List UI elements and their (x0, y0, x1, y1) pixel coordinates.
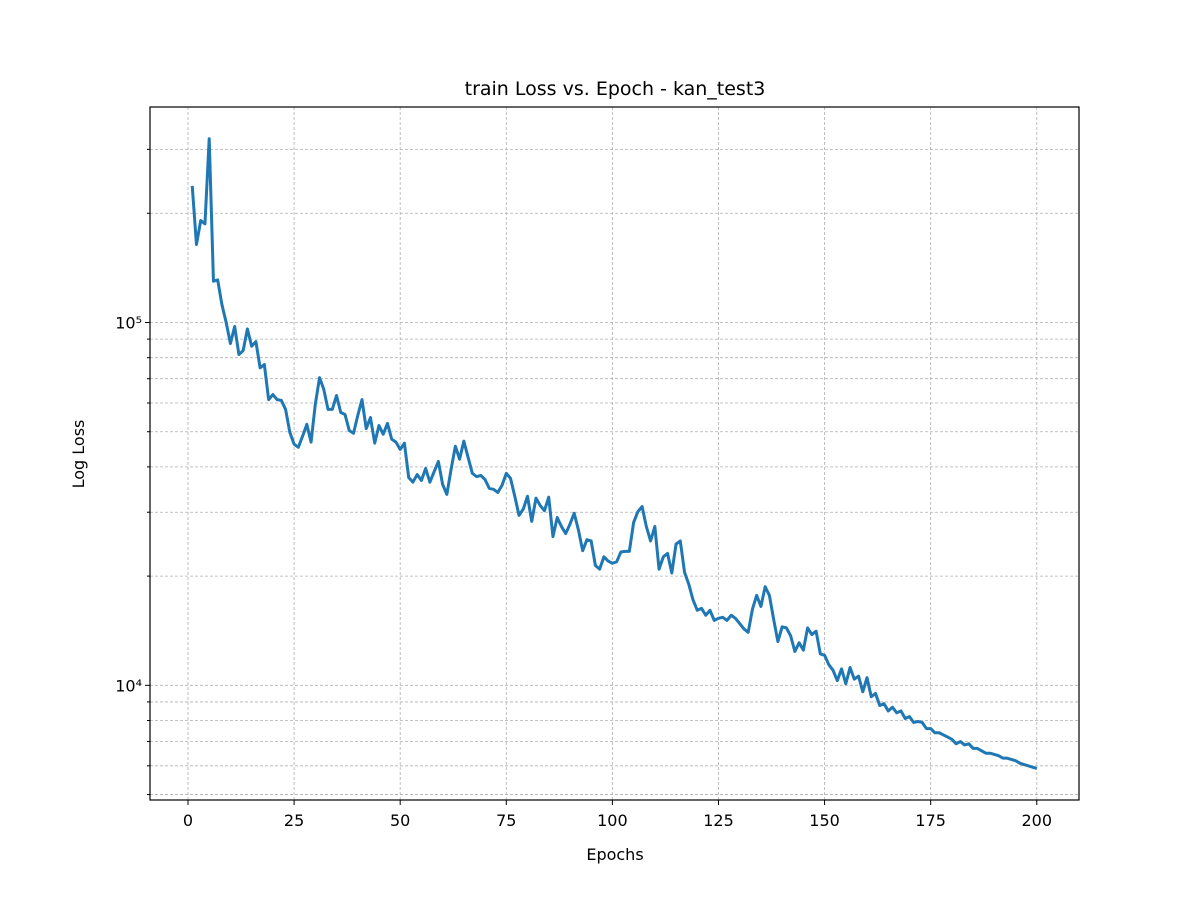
x-tick-label: 100 (597, 811, 628, 830)
x-tick-label: 25 (284, 811, 304, 830)
x-tick-label: 50 (390, 811, 410, 830)
chart-title: train Loss vs. Epoch - kan_test3 (465, 78, 766, 100)
y-tick-label: 10⁴ (115, 676, 142, 695)
axes-frame (149, 106, 1080, 801)
x-tick-label: 175 (915, 811, 946, 830)
x-tick-label: 0 (183, 811, 193, 830)
x-axis-label: Epochs (586, 845, 643, 864)
x-tick-label: 75 (496, 811, 516, 830)
x-tick-label: 150 (809, 811, 840, 830)
plot-area: 10⁴ 10⁵ 0 25 50 75 100 125 150 175 200 (115, 106, 1080, 830)
y-axis-label: Log Loss (69, 420, 88, 489)
y-tick-label: 10⁵ (115, 314, 142, 333)
x-tick-label: 125 (703, 811, 734, 830)
data-line (190, 137, 1038, 770)
x-tick-label: 200 (1021, 811, 1052, 830)
